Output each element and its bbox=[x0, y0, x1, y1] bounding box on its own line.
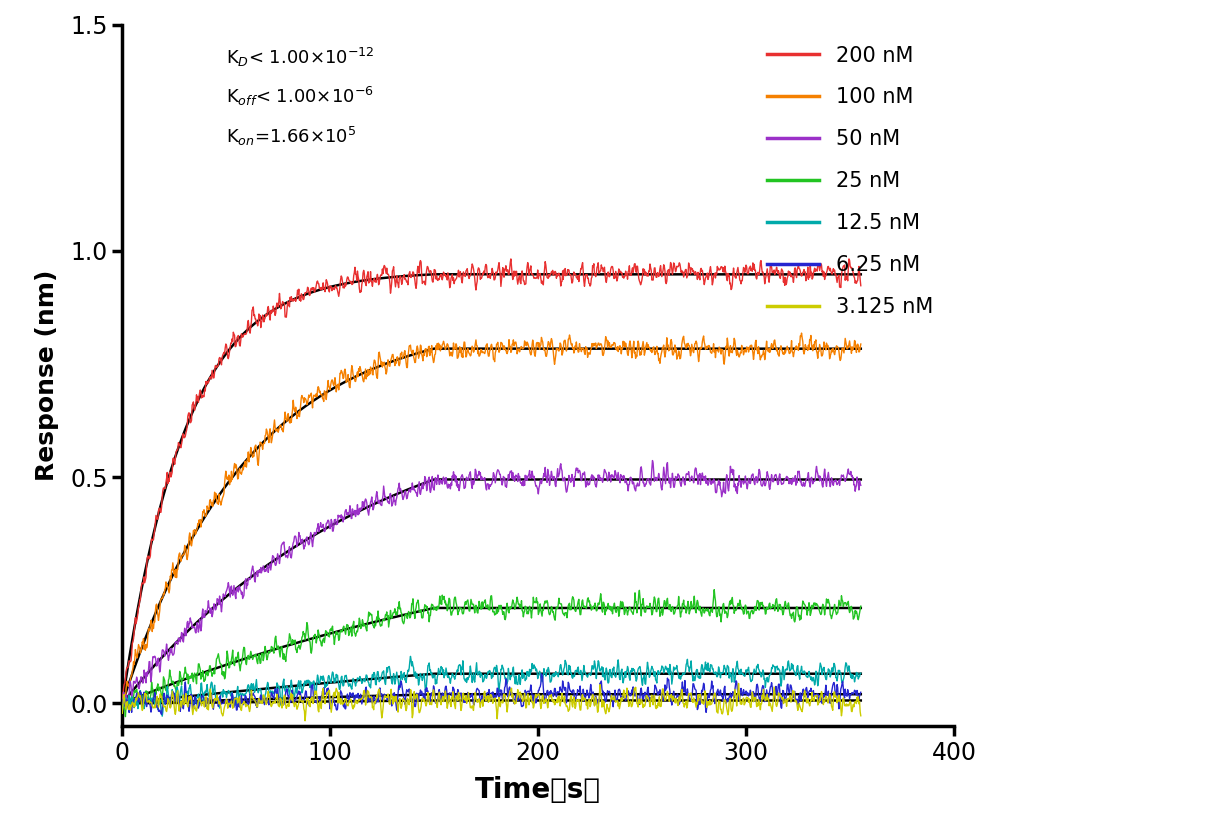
Text: K$_{D}$< 1.00×10$^{-12}$
K$_{off}$< 1.00×10$^{-6}$
K$_{on}$=1.66×10$^{5}$: K$_{D}$< 1.00×10$^{-12}$ K$_{off}$< 1.00… bbox=[226, 45, 374, 148]
Y-axis label: Response (nm): Response (nm) bbox=[35, 270, 59, 481]
X-axis label: Time（s）: Time（s） bbox=[475, 776, 602, 804]
Legend: 200 nM, 100 nM, 50 nM, 25 nM, 12.5 nM, 6.25 nM, 3.125 nM: 200 nM, 100 nM, 50 nM, 25 nM, 12.5 nM, 6… bbox=[757, 35, 943, 328]
